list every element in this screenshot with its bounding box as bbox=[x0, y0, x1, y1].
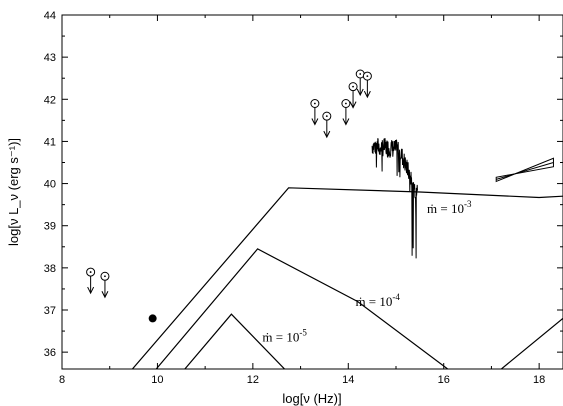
curve-label-base: ṁ = 10 bbox=[262, 330, 299, 345]
upper-limit-dot bbox=[325, 115, 328, 118]
x-tick-label: 10 bbox=[151, 374, 163, 386]
x-tick-label: 12 bbox=[247, 374, 259, 386]
model-curve-2 bbox=[155, 248, 449, 369]
upper-limit-arrow-head bbox=[349, 101, 357, 109]
upper-limit-arrow-head bbox=[363, 90, 371, 99]
curve-label-exponent: -3 bbox=[464, 199, 472, 209]
curve-label-exponent: -5 bbox=[299, 328, 307, 338]
upper-limit-dot bbox=[345, 102, 347, 105]
y-tick-label: 36 bbox=[44, 347, 56, 359]
x-tick-label: 16 bbox=[438, 374, 450, 386]
detections bbox=[148, 314, 157, 323]
y-tick-label: 39 bbox=[44, 221, 56, 233]
spectrum-line bbox=[371, 138, 418, 259]
curve-labels: ṁ = 10-3ṁ = 10-4ṁ = 10-5 bbox=[262, 199, 472, 345]
upper-limit-arrow-head bbox=[323, 130, 331, 139]
curve-label-base: ṁ = 10 bbox=[427, 201, 464, 216]
x-tick-label: 14 bbox=[342, 374, 354, 386]
axis-ticks: 8 10 12 14 16 18 36 37 38 39 40 41 42 43 44 bbox=[44, 10, 563, 386]
upper-limit-arrow-head bbox=[87, 286, 95, 295]
curve-label-3: ṁ = 10-5 bbox=[262, 328, 307, 345]
upper-limit-dot bbox=[359, 73, 362, 75]
y-tick-label: 40 bbox=[44, 179, 56, 191]
plot-frame bbox=[61, 14, 563, 370]
upper-limits bbox=[86, 69, 372, 299]
model-curve-2-segment bbox=[500, 317, 563, 369]
upper-limit-arrow-head bbox=[342, 118, 350, 126]
upper-limit-dot bbox=[366, 75, 369, 78]
curve-label-1: ṁ = 10-3 bbox=[427, 199, 472, 216]
detection-point bbox=[148, 314, 157, 323]
bowtie-shape bbox=[495, 157, 554, 183]
upper-limit-dot bbox=[313, 102, 316, 105]
curve-label-2: ṁ = 10-4 bbox=[355, 292, 400, 309]
model-curve-1 bbox=[131, 187, 563, 369]
upper-limit-dot bbox=[89, 271, 92, 273]
bowtie-center bbox=[496, 162, 554, 180]
y-axis-label: log[ν L_ν (erg s⁻¹)] bbox=[6, 138, 21, 246]
upper-limit-dot bbox=[352, 85, 354, 88]
y-tick-label: 41 bbox=[44, 136, 56, 148]
y-tick-label: 42 bbox=[44, 94, 56, 106]
upper-limit-arrow-head bbox=[101, 291, 109, 299]
y-tick-label: 37 bbox=[44, 305, 56, 317]
xray-bowtie bbox=[495, 157, 554, 183]
curve-label-exponent: -4 bbox=[392, 292, 400, 302]
model-curve-3 bbox=[184, 313, 286, 369]
upper-limit-dot bbox=[104, 275, 106, 278]
y-tick-label: 44 bbox=[44, 10, 56, 22]
curve-label-base: ṁ = 10 bbox=[355, 294, 392, 309]
x-tick-label: 18 bbox=[533, 374, 545, 386]
upper-limit-arrow-head bbox=[311, 118, 319, 126]
x-tick-label: 8 bbox=[59, 374, 65, 386]
upper-limit-arrow-head bbox=[356, 88, 364, 97]
y-tick-label: 38 bbox=[44, 263, 56, 275]
y-tick-label: 43 bbox=[44, 52, 56, 64]
optical-spectrum bbox=[371, 138, 418, 259]
model-curves bbox=[131, 187, 563, 369]
x-axis-label: log[ν (Hz)] bbox=[282, 391, 341, 406]
